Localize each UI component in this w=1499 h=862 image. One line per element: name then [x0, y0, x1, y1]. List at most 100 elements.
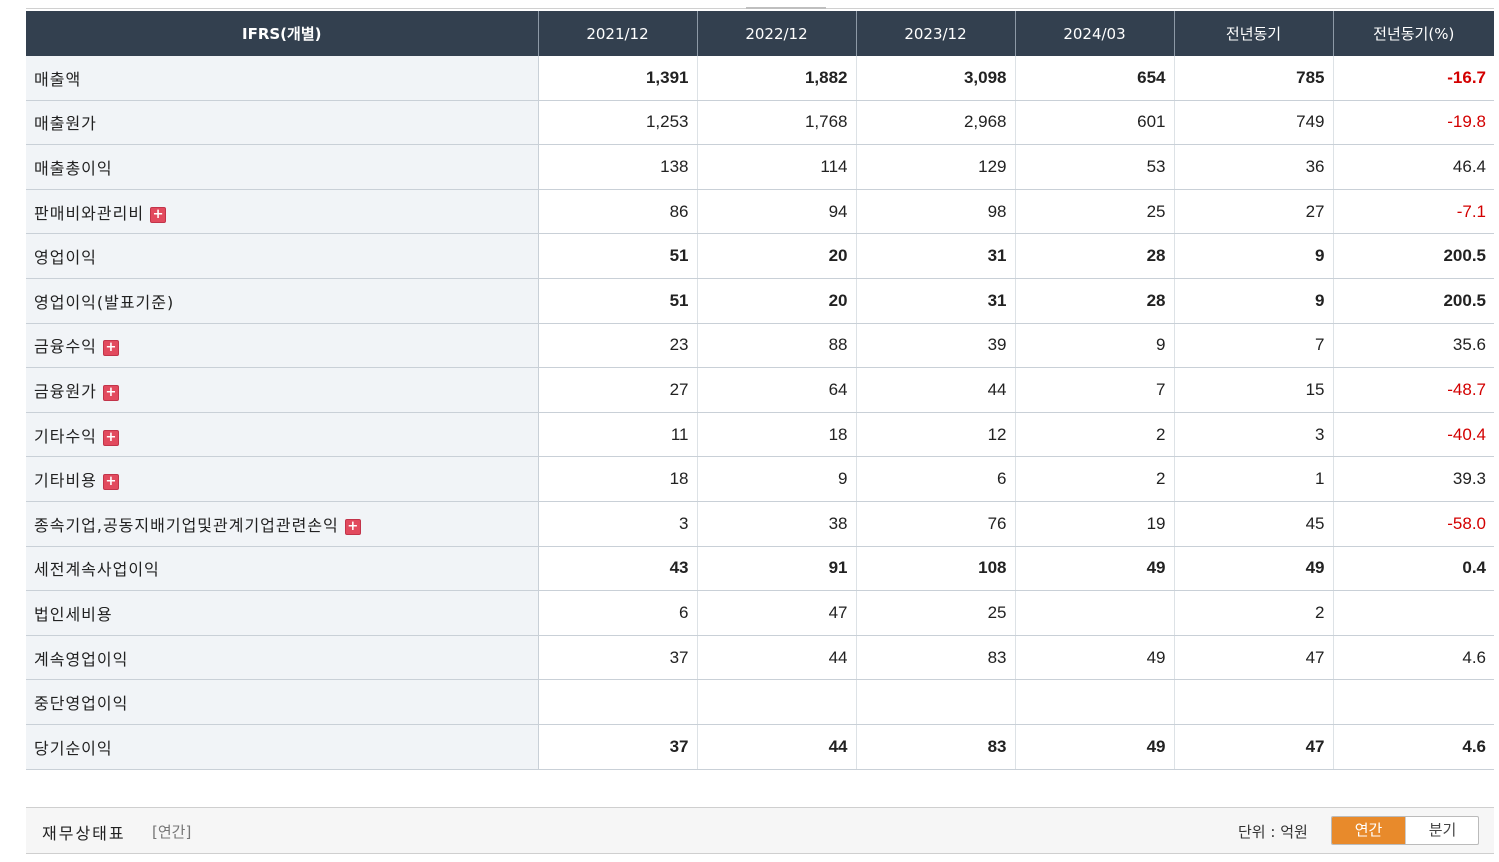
row-label-text: 세전계속사업이익	[34, 560, 160, 580]
table-row: 계속영업이익 37 44 83 49 47 4.6	[26, 635, 1494, 681]
plus-icon[interactable]: +	[150, 206, 167, 223]
value-cell: -48.7	[1333, 367, 1494, 413]
value-cell: 9	[1015, 323, 1175, 369]
row-label-text: 법인세비용	[34, 604, 113, 624]
quarter-button[interactable]: 분기	[1405, 817, 1478, 844]
table-row: 금융원가 +27 64 44 7 15 -48.7	[26, 367, 1494, 413]
value-cell: 43	[538, 546, 698, 592]
unit-label: 단위 : 억원	[1238, 823, 1308, 841]
top-divider	[26, 0, 1494, 10]
value-cell: 94	[697, 189, 857, 235]
value-cell	[856, 679, 1016, 725]
value-cell: 1,882	[697, 56, 857, 101]
value-cell: 51	[538, 233, 698, 279]
value-cell: 129	[856, 144, 1016, 190]
row-label: 기타수익 +	[26, 412, 539, 458]
value-cell: -40.4	[1333, 412, 1494, 458]
value-cell: 1,768	[697, 100, 857, 146]
header-2022-12: 2022/12	[697, 11, 857, 56]
value-cell: 47	[697, 590, 857, 636]
value-cell: 4.6	[1333, 635, 1494, 681]
header-prev-year-same-period: 전년동기	[1174, 11, 1334, 56]
value-cell: 11	[538, 412, 698, 458]
period-toggle: 연간 분기	[1331, 816, 1479, 845]
value-cell: 2	[1174, 590, 1334, 636]
value-cell: 114	[697, 144, 857, 190]
value-cell: 49	[1015, 724, 1175, 770]
row-label: 매출액	[26, 56, 539, 101]
value-cell: 7	[1015, 367, 1175, 413]
table-row: 세전계속사업이익 43 91 108 49 49 0.4	[26, 546, 1494, 592]
value-cell: 47	[1174, 635, 1334, 681]
value-cell: 200.5	[1333, 278, 1494, 324]
value-cell: 0.4	[1333, 546, 1494, 592]
table-row: 영업이익 51 20 31 28 9 200.5	[26, 233, 1494, 279]
value-cell: 44	[856, 367, 1016, 413]
value-cell: 1,253	[538, 100, 698, 146]
row-label: 금융원가 +	[26, 367, 539, 413]
value-cell: 108	[856, 546, 1016, 592]
section-period: [연간]	[152, 823, 192, 841]
value-cell: 27	[1174, 189, 1334, 235]
value-cell: 9	[1174, 233, 1334, 279]
value-cell: 49	[1015, 635, 1175, 681]
plus-icon[interactable]: +	[102, 474, 119, 491]
value-cell: 25	[856, 590, 1016, 636]
value-cell: 49	[1174, 546, 1334, 592]
value-cell: 35.6	[1333, 323, 1494, 369]
value-cell: 138	[538, 144, 698, 190]
value-cell: 47	[1174, 724, 1334, 770]
row-label-text: 당기순이익	[34, 738, 113, 758]
table-row: 판매비와관리비 +86 94 98 25 27 -7.1	[26, 189, 1494, 235]
row-label-text: 영업이익(발표기준)	[34, 292, 175, 312]
value-cell: 39.3	[1333, 456, 1494, 502]
row-label-text: 영업이익	[34, 248, 97, 268]
annual-button[interactable]: 연간	[1332, 817, 1405, 844]
value-cell: 46.4	[1333, 144, 1494, 190]
row-label-text: 계속영업이익	[34, 649, 129, 669]
value-cell: 20	[697, 233, 857, 279]
plus-icon[interactable]: +	[102, 340, 119, 357]
value-cell: 88	[697, 323, 857, 369]
row-label: 판매비와관리비 +	[26, 189, 539, 235]
row-label-text: 매출총이익	[34, 158, 113, 178]
value-cell: 785	[1174, 56, 1334, 101]
value-cell: 601	[1015, 100, 1175, 146]
plus-icon[interactable]: +	[344, 518, 361, 535]
value-cell: 76	[856, 501, 1016, 547]
row-label: 금융수익 +	[26, 323, 539, 369]
plus-icon[interactable]: +	[102, 384, 119, 401]
value-cell: 28	[1015, 233, 1175, 279]
row-label: 법인세비용	[26, 590, 539, 636]
row-label: 종속기업,공동지배기업및관계기업관련손익 +	[26, 501, 539, 547]
table-row: 당기순이익 37 44 83 49 47 4.6	[26, 724, 1494, 770]
value-cell: 83	[856, 724, 1016, 770]
value-cell: 49	[1015, 546, 1175, 592]
value-cell: 91	[697, 546, 857, 592]
value-cell: 25	[1015, 189, 1175, 235]
table-row: 매출총이익 138 114 129 53 36 46.4	[26, 144, 1494, 190]
table-row: 기타수익 +11 18 12 2 3 -40.4	[26, 412, 1494, 458]
value-cell: 20	[697, 278, 857, 324]
table-row: 기타비용 +18 9 6 2 1 39.3	[26, 456, 1494, 502]
value-cell	[1015, 590, 1175, 636]
row-label-text: 금융원가	[34, 381, 97, 401]
value-cell: 39	[856, 323, 1016, 369]
value-cell: 9	[1174, 278, 1334, 324]
row-label-text: 중단영업이익	[34, 694, 129, 714]
value-cell: 28	[1015, 278, 1175, 324]
value-cell: 7	[1174, 323, 1334, 369]
value-cell: 31	[856, 233, 1016, 279]
row-label-text: 매출원가	[34, 114, 97, 134]
plus-icon[interactable]: +	[102, 429, 119, 446]
row-label: 매출원가	[26, 100, 539, 146]
value-cell: 44	[697, 724, 857, 770]
value-cell: -7.1	[1333, 189, 1494, 235]
value-cell: 86	[538, 189, 698, 235]
value-cell: 3	[538, 501, 698, 547]
value-cell	[1174, 679, 1334, 725]
value-cell: 53	[1015, 144, 1175, 190]
value-cell: 3,098	[856, 56, 1016, 101]
value-cell: 3	[1174, 412, 1334, 458]
row-label: 세전계속사업이익	[26, 546, 539, 592]
